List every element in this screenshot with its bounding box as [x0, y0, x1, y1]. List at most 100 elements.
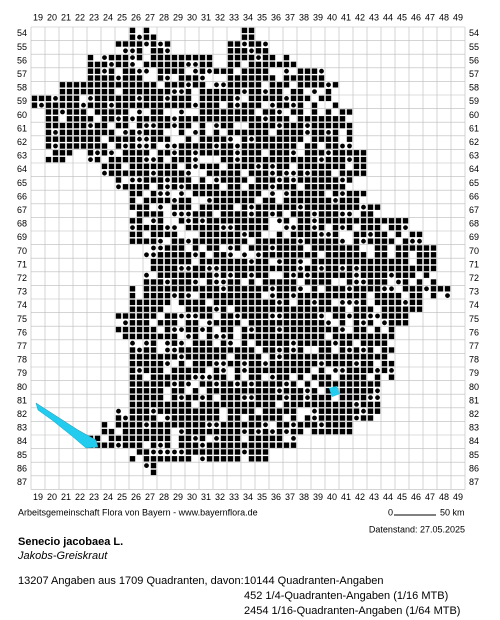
column-label: 27: [145, 492, 155, 502]
column-label: 22: [75, 12, 85, 22]
record-square: [339, 286, 346, 292]
record-square: [290, 75, 297, 81]
record-square: [311, 272, 318, 278]
record-square: [311, 231, 318, 238]
record-square: [346, 197, 353, 204]
record-square: [248, 333, 255, 340]
record-square: [178, 150, 185, 156]
record-square: [325, 394, 332, 401]
record-square: [304, 95, 311, 102]
record-square: [248, 435, 255, 442]
record-dot: [151, 245, 156, 251]
record-square: [80, 116, 87, 122]
record-dot: [179, 266, 184, 271]
record-square: [248, 224, 255, 231]
row-label: 70: [17, 246, 27, 256]
record-square: [290, 442, 297, 448]
record-square: [311, 388, 318, 394]
record-square: [262, 449, 269, 455]
record-square: [52, 122, 59, 129]
record-square: [143, 367, 150, 374]
record-square: [220, 143, 227, 149]
record-square: [318, 415, 325, 421]
record-square: [87, 143, 94, 149]
record-square: [248, 163, 255, 170]
row-label: 79: [17, 368, 27, 378]
record-square: [213, 231, 220, 238]
record-square: [297, 163, 304, 170]
record-square: [290, 381, 297, 387]
record-square: [318, 238, 325, 244]
record-square: [178, 197, 185, 204]
record-dot: [158, 204, 163, 210]
record-square: [164, 408, 171, 414]
record-square: [381, 340, 388, 346]
record-square: [157, 428, 164, 435]
record-square: [374, 218, 381, 224]
record-square: [304, 422, 311, 428]
record-dot: [144, 123, 149, 128]
record-dot: [347, 286, 352, 292]
record-square: [122, 102, 129, 108]
record-dot: [186, 211, 191, 217]
stats-line: 452 1/4-Quadranten-Angaben (1/16 MTB): [244, 590, 448, 602]
record-square: [248, 75, 255, 81]
record-square: [129, 129, 136, 136]
record-square: [150, 374, 157, 380]
record-dot: [172, 89, 177, 94]
record-square: [157, 88, 164, 95]
record-dot: [298, 266, 303, 271]
record-square: [241, 306, 248, 312]
record-square: [227, 82, 234, 88]
record-square: [297, 75, 304, 81]
record-dot: [396, 279, 401, 285]
column-label: 20: [47, 12, 57, 22]
record-square: [423, 252, 430, 258]
record-square: [213, 102, 220, 108]
record-dot: [186, 62, 191, 67]
record-square: [45, 116, 52, 122]
record-square: [248, 299, 255, 306]
lake: [35, 402, 99, 449]
record-square: [199, 190, 206, 197]
record-square: [283, 388, 290, 394]
record-square: [262, 299, 269, 306]
column-label: 49: [453, 492, 463, 502]
record-square: [157, 374, 164, 380]
record-square: [311, 252, 318, 258]
record-square: [255, 170, 262, 176]
record-square: [171, 156, 178, 163]
record-square: [213, 204, 220, 210]
record-square: [395, 252, 402, 258]
record-square: [171, 374, 178, 380]
record-square: [185, 95, 192, 102]
record-square: [129, 95, 136, 102]
record-square: [164, 82, 171, 88]
record-square: [192, 320, 199, 326]
record-square: [199, 68, 206, 74]
record-square: [199, 367, 206, 374]
record-square: [283, 102, 290, 108]
record-square: [430, 279, 437, 285]
record-square: [297, 252, 304, 258]
record-square: [192, 388, 199, 394]
record-dot: [53, 130, 58, 135]
record-square: [143, 204, 150, 210]
record-square: [297, 374, 304, 380]
record-square: [276, 143, 283, 149]
record-square: [206, 415, 213, 421]
record-square: [129, 442, 136, 448]
record-square: [234, 435, 241, 442]
record-square: [220, 211, 227, 217]
record-dot: [284, 395, 289, 400]
record-square: [185, 136, 192, 142]
record-square: [164, 150, 171, 156]
record-square: [185, 143, 192, 149]
record-square: [290, 252, 297, 258]
row-label: 85: [17, 450, 27, 460]
record-square: [269, 238, 276, 244]
record-square: [395, 292, 402, 299]
record-square: [234, 279, 241, 285]
record-square: [360, 190, 367, 197]
record-dot: [193, 150, 198, 156]
